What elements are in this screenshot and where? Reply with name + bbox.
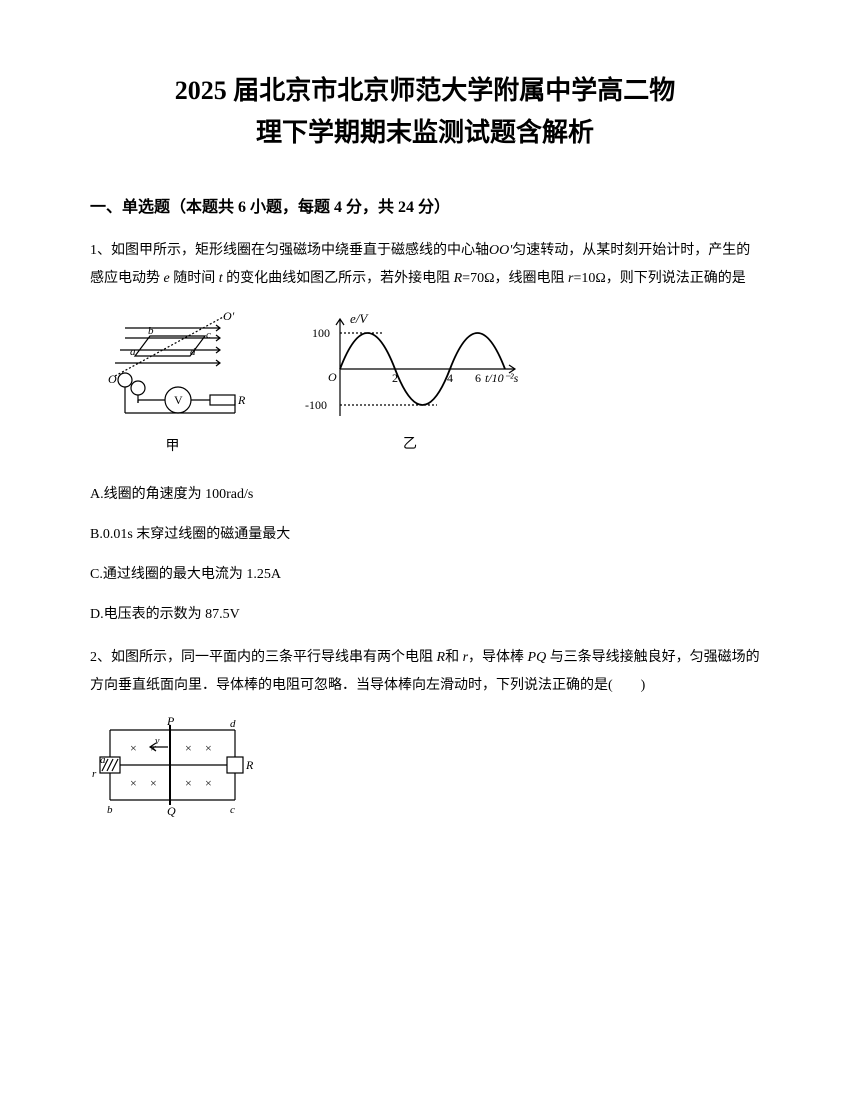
q1-option-C: C.通过线圈的最大电流为 1.25A (90, 561, 760, 589)
xtick-6: 6 (475, 371, 481, 385)
label-O: O (108, 372, 117, 386)
q2-text-2: 和 (445, 650, 463, 665)
svg-text:×: × (185, 776, 192, 790)
label-b: b (107, 804, 113, 816)
label-a: a (100, 754, 106, 766)
q1-fig2-label: 乙 (403, 431, 417, 459)
q1-option-D: D.电压表的示数为 87.5V (90, 601, 760, 629)
xaxis-label: t/10⁻²s (485, 371, 519, 385)
q1-text-6: =10Ω，则下列说法正确的是 (573, 271, 745, 286)
title-line-1: 2025 届北京市北京师范大学附属中学高二物 (90, 70, 760, 112)
q1-text-1: 如图甲所示，矩形线圈在匀强磁场中绕垂直于磁感线的中心轴 (111, 243, 489, 258)
svg-text:×: × (205, 776, 212, 790)
q1-text-5: =70Ω，线圈电阻 (462, 271, 568, 286)
svg-text:×: × (205, 741, 212, 755)
label-P: P (166, 715, 175, 728)
label-a: a (130, 346, 136, 358)
xtick-4: 4 (447, 371, 453, 385)
label-v: v (155, 736, 160, 747)
q1-number: 1、 (90, 243, 111, 258)
label-c: c (206, 329, 211, 341)
circuit-diagram-1: O' O b c a d V R (90, 308, 255, 428)
label-d: d (190, 346, 196, 358)
q1-option-A: A.线圈的角速度为 100rad/s (90, 481, 760, 509)
svg-text:×: × (185, 741, 192, 755)
q2-PQ: PQ (528, 650, 547, 665)
q1-option-B: B.0.01s 末穿过线圈的磁通量最大 (90, 521, 760, 549)
q2-text-1: 如图所示，同一平面内的三条平行导线串有两个电阻 (111, 650, 437, 665)
q1-options: A.线圈的角速度为 100rad/s B.0.01s 末穿过线圈的磁通量最大 C… (90, 481, 760, 629)
label-c: c (230, 804, 235, 816)
question-2-text: 2、如图所示，同一平面内的三条平行导线串有两个电阻 R和 r，导体棒 PQ 与三… (90, 644, 760, 700)
sine-wave-chart: e/V 100 -100 O 2 4 6 t/10⁻²s (295, 311, 525, 426)
q1-text-3: 随时间 (170, 271, 219, 286)
yaxis-label: e/V (350, 311, 369, 326)
label-r-2: r (92, 768, 97, 780)
q1-axis: OO' (489, 243, 512, 258)
q1-figures: O' O b c a d V R 甲 (90, 308, 760, 461)
label-R-2: R (245, 758, 254, 772)
title-line-2: 理下学期期末监测试题含解析 (90, 112, 760, 154)
label-Q: Q (167, 804, 176, 818)
y-max-label: 100 (312, 326, 330, 340)
xtick-2: 2 (392, 371, 398, 385)
origin-label: O (328, 370, 337, 384)
label-O-prime: O' (223, 309, 235, 323)
svg-text:×: × (130, 741, 137, 755)
label-b: b (148, 325, 154, 337)
q1-fig1-label: 甲 (166, 433, 180, 461)
y-min-label: -100 (305, 398, 327, 412)
section-header: 一、单选题（本题共 6 小题，每题 4 分，共 24 分） (90, 193, 760, 217)
circuit-diagram-2: × × × × × × × × P Q a b d c r R v (90, 715, 255, 820)
svg-text:×: × (130, 776, 137, 790)
q1-text-4: 的变化曲线如图乙所示，若外接电阻 (223, 271, 454, 286)
q2-R: R (437, 650, 446, 665)
question-1: 1、如图甲所示，矩形线圈在匀强磁场中绕垂直于磁感线的中心轴OO'匀速转动，从某时… (90, 237, 760, 629)
label-V: V (174, 393, 183, 407)
q2-number: 2、 (90, 650, 111, 665)
question-1-text: 1、如图甲所示，矩形线圈在匀强磁场中绕垂直于磁感线的中心轴OO'匀速转动，从某时… (90, 237, 760, 293)
q1-figure-2-container: e/V 100 -100 O 2 4 6 t/10⁻²s 乙 (295, 311, 525, 459)
label-d: d (230, 718, 236, 730)
q1-figure-1-container: O' O b c a d V R 甲 (90, 308, 255, 461)
q2-text-3: ，导体棒 (468, 650, 528, 665)
svg-text:×: × (150, 776, 157, 790)
document-title: 2025 届北京市北京师范大学附属中学高二物 理下学期期末监测试题含解析 (90, 70, 760, 153)
q1-R: R (454, 271, 463, 286)
question-2: 2、如图所示，同一平面内的三条平行导线串有两个电阻 R和 r，导体棒 PQ 与三… (90, 644, 760, 820)
label-R: R (237, 393, 246, 407)
